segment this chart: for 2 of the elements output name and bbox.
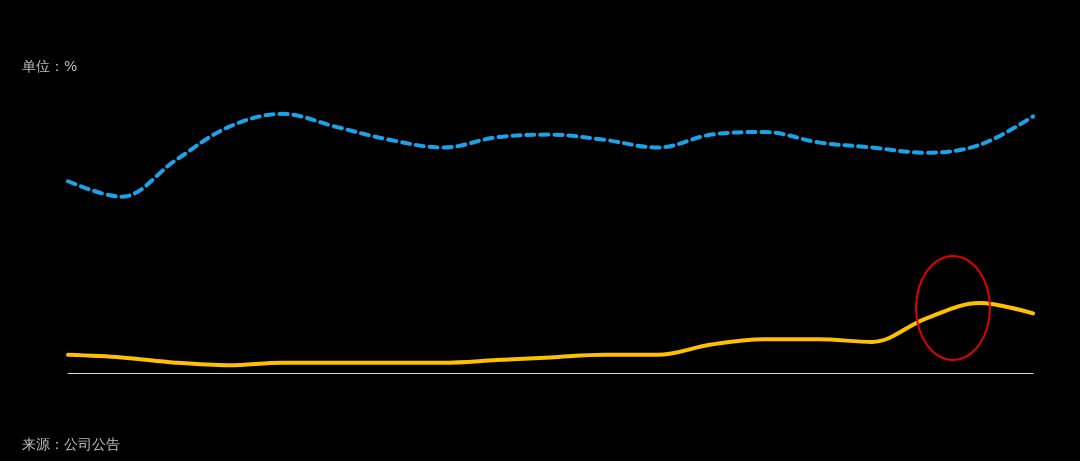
y-axis-title: 单位：% bbox=[22, 58, 78, 76]
source-note: 来源：公司公告 bbox=[22, 436, 120, 454]
